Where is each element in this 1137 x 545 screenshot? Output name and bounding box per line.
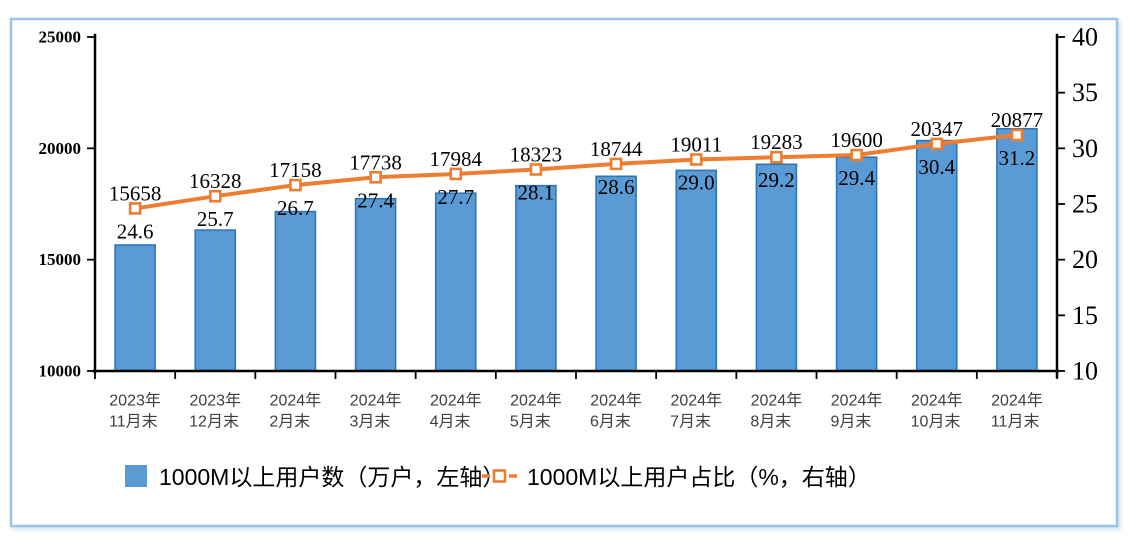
x-axis-label-line1: 2024年 bbox=[430, 392, 482, 410]
legend-line-label: 1000M以上用户占比（%，右轴） bbox=[527, 464, 871, 490]
line-marker bbox=[1010, 128, 1024, 142]
bar bbox=[675, 169, 718, 372]
bar bbox=[915, 139, 958, 372]
x-axis-label-line2: 2月末 bbox=[269, 413, 310, 431]
line-marker bbox=[128, 202, 142, 215]
bar bbox=[354, 197, 397, 372]
data-labels: 15658 16328 17158 17738 17984 18323 18744 19011… bbox=[109, 108, 1043, 243]
pct-value-label: 30.4 bbox=[918, 155, 955, 179]
x-axis-label-line1: 2024年 bbox=[510, 392, 562, 410]
right-axis-tick-label: 25 bbox=[1072, 190, 1098, 219]
x-axis-label-line1: 2024年 bbox=[751, 392, 803, 410]
line-marker bbox=[208, 189, 222, 203]
line-marker bbox=[289, 178, 302, 192]
left-axis-tick-label: 15000 bbox=[39, 250, 82, 269]
pct-value-label: 27.7 bbox=[437, 185, 474, 209]
pct-value-label: 26.7 bbox=[277, 196, 314, 220]
x-axis-label-line1: 2024年 bbox=[670, 392, 722, 410]
bar-value-label: 16328 bbox=[189, 169, 242, 193]
legend-line-marker bbox=[492, 469, 507, 483]
x-axis-label-line1: 2024年 bbox=[831, 392, 883, 410]
bar bbox=[835, 156, 878, 372]
x-axis-label-line1: 2024年 bbox=[270, 392, 322, 410]
x-axis-label-line2: 6月末 bbox=[590, 413, 631, 431]
bar-value-label: 15658 bbox=[109, 181, 162, 205]
x-axis-label-line2: 7月末 bbox=[670, 413, 711, 431]
bar bbox=[515, 184, 557, 372]
legend: 1000M以上用户数（万户，左轴） 1000M以上用户占比（%，右轴） bbox=[125, 464, 871, 490]
bar bbox=[755, 163, 798, 372]
line-marker bbox=[609, 157, 623, 171]
bar-value-label: 17738 bbox=[349, 150, 402, 174]
pct-value-label: 29.0 bbox=[678, 170, 715, 194]
legend-bar-swatch bbox=[125, 465, 147, 487]
x-axis-label-line1: 2024年 bbox=[350, 392, 402, 410]
x-axis-label-line2: 8月末 bbox=[750, 413, 791, 431]
line-marker bbox=[369, 170, 382, 184]
right-axis-tick-label: 15 bbox=[1072, 301, 1098, 330]
bar-value-label: 20347 bbox=[911, 117, 964, 141]
x-axis-label-line1: 2023年 bbox=[189, 392, 241, 410]
x-axis-label-line1: 2024年 bbox=[590, 392, 642, 410]
right-axis-tick-label: 35 bbox=[1072, 78, 1098, 107]
pct-value-label: 31.2 bbox=[999, 146, 1036, 170]
right-axis-tick-label: 30 bbox=[1072, 134, 1098, 163]
axis-ticks bbox=[87, 36, 1065, 379]
pct-value-label: 29.2 bbox=[758, 168, 795, 192]
x-axis-label-line2: 11月末 bbox=[109, 413, 158, 431]
x-axis-label-line2: 5月末 bbox=[510, 413, 551, 431]
pct-value-label: 28.1 bbox=[518, 180, 555, 204]
line-marker bbox=[850, 148, 863, 162]
legend-bar-label: 1000M以上用户数（万户，左轴） bbox=[159, 464, 505, 490]
pct-value-label: 25.7 bbox=[197, 207, 234, 231]
left-axis-tick-label: 25000 bbox=[39, 28, 82, 47]
x-axis-label-line2: 4月末 bbox=[430, 413, 471, 431]
pct-value-label: 28.6 bbox=[598, 175, 635, 199]
bar bbox=[595, 175, 637, 372]
line-marker bbox=[770, 150, 783, 164]
x-axis-label-line2: 12月末 bbox=[189, 413, 239, 431]
line-marker bbox=[689, 153, 703, 166]
line-marker bbox=[529, 163, 543, 176]
bar-value-label: 19283 bbox=[750, 130, 803, 154]
left-axis-tick-label: 10000 bbox=[39, 362, 82, 381]
bar-value-label: 19600 bbox=[830, 128, 883, 152]
line-markers bbox=[128, 128, 1024, 215]
pct-value-label: 29.4 bbox=[838, 166, 875, 190]
line-marker bbox=[930, 137, 944, 151]
bar-value-label: 20877 bbox=[991, 108, 1044, 132]
x-axis-label-line1: 2023年 bbox=[109, 392, 161, 410]
category-labels: 2023年 11月末 2023年 12月末 2024年 2月末 2024年 3月末 2024年 4… bbox=[109, 392, 1043, 431]
bar-value-label: 17158 bbox=[269, 158, 322, 182]
line-marker bbox=[449, 167, 463, 181]
trend-line bbox=[133, 132, 1019, 211]
right-axis-tick-label: 40 bbox=[1072, 23, 1098, 52]
bar bbox=[194, 229, 237, 372]
bar-value-label: 19011 bbox=[670, 132, 722, 156]
x-axis-label-line1: 2024年 bbox=[911, 392, 963, 410]
bar-value-label: 17984 bbox=[430, 147, 483, 171]
bar bbox=[434, 192, 477, 372]
x-axis-label-line2: 9月末 bbox=[831, 413, 872, 431]
x-axis-label-line2: 3月末 bbox=[350, 413, 391, 431]
x-axis-label-line2: 10月末 bbox=[911, 413, 961, 431]
bar-value-label: 18744 bbox=[590, 137, 643, 161]
bar-value-label: 18323 bbox=[510, 142, 563, 166]
bar-series bbox=[114, 128, 1038, 372]
right-axis-tick-label: 20 bbox=[1072, 245, 1098, 274]
bar bbox=[114, 244, 156, 372]
pct-value-label: 24.6 bbox=[117, 219, 154, 243]
right-axis-tick-label: 10 bbox=[1072, 357, 1098, 386]
pct-value-label: 27.4 bbox=[357, 188, 394, 212]
bar bbox=[274, 210, 317, 372]
x-axis-label-line2: 11月末 bbox=[991, 413, 1040, 431]
x-axis-label-line1: 2024年 bbox=[991, 392, 1043, 410]
left-axis-tick-label: 20000 bbox=[39, 139, 82, 158]
